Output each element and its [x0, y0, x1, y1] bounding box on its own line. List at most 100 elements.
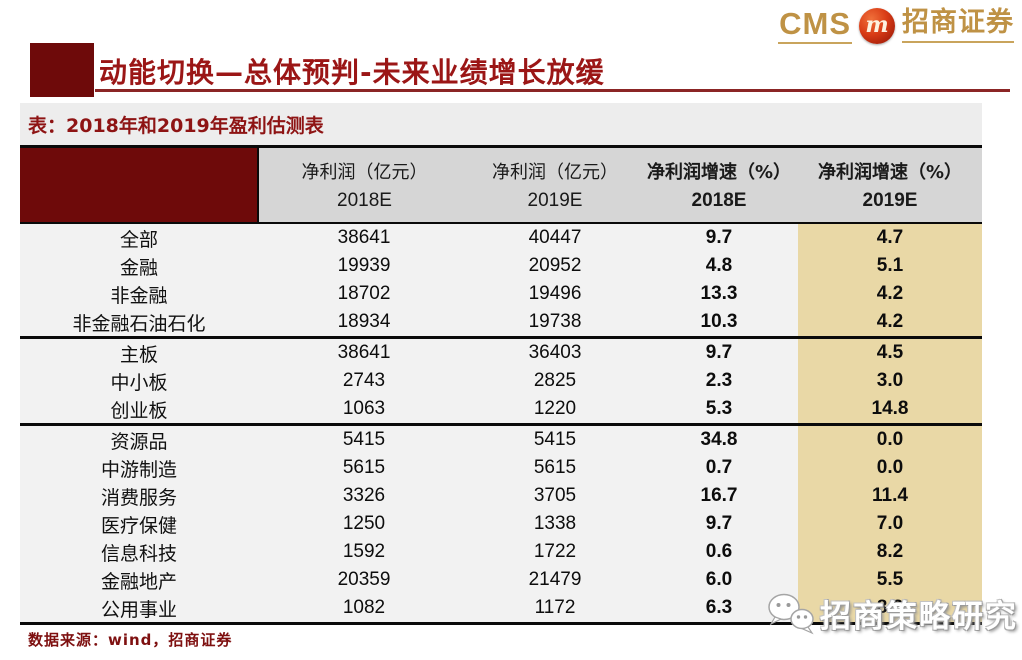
watermark: 招商策略研究	[766, 591, 1018, 636]
company-name: 招商证券	[902, 9, 1014, 43]
table-row: 消费服务 3326 3705 16.7 11.4	[20, 482, 982, 510]
cell-growth-2019: 8.2	[798, 538, 982, 566]
cell-growth-2019: 5.5	[798, 566, 982, 594]
cell-growth-2019: 3.0	[798, 367, 982, 395]
row-label: 公用事业	[20, 594, 258, 625]
cell-growth-2018: 4.8	[640, 252, 798, 280]
row-label: 消费服务	[20, 482, 258, 510]
cell-np-2019: 40447	[470, 223, 640, 252]
cell-np-2019: 21479	[470, 566, 640, 594]
cell-np-2019: 1172	[470, 594, 640, 625]
cell-growth-2019: 0.0	[798, 423, 982, 454]
cell-np-2018: 1250	[258, 510, 470, 538]
cell-np-2019: 1722	[470, 538, 640, 566]
cell-growth-2019: 4.2	[798, 280, 982, 308]
cell-np-2019: 36403	[470, 336, 640, 367]
cell-growth-2019: 7.0	[798, 510, 982, 538]
cell-growth-2018: 5.3	[640, 395, 798, 425]
table-row: 资源品 5415 5415 34.8 0.0	[20, 423, 982, 454]
cell-growth-2019: 14.8	[798, 395, 982, 425]
cell-np-2018: 19939	[258, 252, 470, 280]
table-row: 金融地产 20359 21479 6.0 5.5	[20, 566, 982, 594]
cell-growth-2019: 5.1	[798, 252, 982, 280]
row-label: 信息科技	[20, 538, 258, 566]
cms-logo: CMS m 招商证券	[778, 8, 1014, 44]
title-underline	[95, 89, 1010, 92]
header-corner-cell	[20, 146, 259, 223]
table-row: 创业板 1063 1220 5.3 14.8	[20, 395, 982, 425]
data-source: 数据来源：wind，招商证券	[28, 631, 233, 649]
cell-growth-2018: 34.8	[640, 423, 798, 454]
cell-np-2018: 3326	[258, 482, 470, 510]
cell-growth-2018: 0.7	[640, 454, 798, 482]
wechat-icon	[768, 593, 814, 634]
row-label: 非金融	[20, 280, 258, 308]
cell-growth-2018: 9.7	[640, 223, 798, 252]
cell-np-2019: 19738	[470, 308, 640, 338]
row-label: 中小板	[20, 367, 258, 395]
table-row: 医疗保健 1250 1338 9.7 7.0	[20, 510, 982, 538]
table-row: 主板 38641 36403 9.7 4.5	[20, 336, 982, 367]
table-row: 中游制造 5615 5615 0.7 0.0	[20, 454, 982, 482]
earnings-table: 净利润（亿元） 2018E 净利润（亿元） 2019E 净利润增速（%）	[20, 145, 982, 625]
watermark-text: 招商策略研究	[820, 599, 1018, 635]
table-row: 中小板 2743 2825 2.3 3.0	[20, 367, 982, 395]
cell-np-2019: 5415	[470, 423, 640, 454]
cell-growth-2018: 13.3	[640, 280, 798, 308]
cell-np-2018: 18702	[258, 280, 470, 308]
cell-growth-2019: 4.5	[798, 336, 982, 367]
header-growth-2019: 净利润增速（%） 2019E	[798, 146, 982, 223]
cell-growth-2018: 9.7	[640, 336, 798, 367]
table-header-row: 净利润（亿元） 2018E 净利润（亿元） 2019E 净利润增速（%）	[20, 146, 982, 223]
title-accent-square	[30, 43, 94, 97]
cell-np-2019: 3705	[470, 482, 640, 510]
cms-monogram-icon: m	[859, 8, 895, 44]
cell-np-2018: 2743	[258, 367, 470, 395]
table-row: 非金融石油石化 18934 19738 10.3 4.2	[20, 308, 982, 338]
row-label: 金融	[20, 252, 258, 280]
cell-np-2018: 1592	[258, 538, 470, 566]
cell-growth-2019: 8.3	[798, 594, 982, 625]
cell-np-2019: 1338	[470, 510, 640, 538]
cell-growth-2018: 9.7	[640, 510, 798, 538]
cell-np-2018: 1063	[258, 395, 470, 425]
row-label: 创业板	[20, 395, 258, 425]
cell-np-2019: 19496	[470, 280, 640, 308]
cell-growth-2018: 0.6	[640, 538, 798, 566]
header-growth-2018: 净利润增速（%） 2018E	[640, 146, 798, 223]
page-title: 动能切换—总体预判-未来业绩增长放缓	[99, 56, 605, 89]
cell-np-2019: 2825	[470, 367, 640, 395]
cell-np-2018: 1082	[258, 594, 470, 625]
table-caption-bar: 表：2018年和2019年盈利估测表	[20, 103, 982, 145]
cell-growth-2018: 16.7	[640, 482, 798, 510]
header-np-2019: 净利润（亿元） 2019E	[470, 146, 640, 223]
table-caption: 表：2018年和2019年盈利估测表	[28, 114, 324, 137]
row-label: 资源品	[20, 423, 258, 454]
row-label: 金融地产	[20, 566, 258, 594]
cell-np-2018: 20359	[258, 566, 470, 594]
cell-np-2018: 38641	[258, 336, 470, 367]
cell-growth-2019: 11.4	[798, 482, 982, 510]
cell-np-2018: 18934	[258, 308, 470, 338]
cell-np-2019: 20952	[470, 252, 640, 280]
cell-np-2018: 5615	[258, 454, 470, 482]
row-label: 非金融石油石化	[20, 308, 258, 338]
cell-growth-2018: 2.3	[640, 367, 798, 395]
cms-logo-text: CMS	[778, 8, 852, 44]
row-label: 中游制造	[20, 454, 258, 482]
cell-growth-2018: 10.3	[640, 308, 798, 338]
row-label: 医疗保健	[20, 510, 258, 538]
cell-np-2019: 5615	[470, 454, 640, 482]
table-row: 金融 19939 20952 4.8 5.1	[20, 252, 982, 280]
table-row: 信息科技 1592 1722 0.6 8.2	[20, 538, 982, 566]
header-np-2018: 净利润（亿元） 2018E	[258, 146, 470, 223]
row-label: 全部	[20, 223, 258, 252]
table-row: 公用事业 1082 1172 6.3 8.3	[20, 594, 982, 625]
cell-np-2018: 5415	[258, 423, 470, 454]
table-row: 非金融 18702 19496 13.3 4.2	[20, 280, 982, 308]
table-row: 全部 38641 40447 9.7 4.7	[20, 223, 982, 252]
cell-np-2018: 38641	[258, 223, 470, 252]
row-label: 主板	[20, 336, 258, 367]
cell-growth-2018: 6.0	[640, 566, 798, 594]
